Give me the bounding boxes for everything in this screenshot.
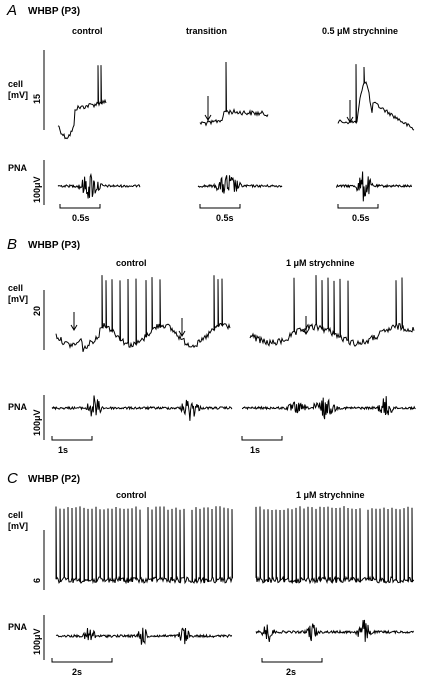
panel-c-letter: C — [7, 470, 18, 487]
panel-a-time-scale-2: 0.5s — [216, 213, 234, 223]
panel-b-title: WHBP (P3) — [28, 240, 81, 251]
panel-a-time-scale-1: 0.5s — [72, 213, 90, 223]
panel-c-time-bar-1 — [51, 658, 113, 663]
panel-b-pna-trace-control — [51, 395, 233, 421]
panel-c-pna-trace-control — [55, 627, 233, 645]
panel-c-pna-trace-strychnine — [255, 619, 414, 642]
panel-b-cell-trace-control — [55, 275, 231, 352]
panel-c-time-scale-2: 2s — [286, 667, 297, 677]
panel-a-cell-trace-strychnine — [337, 64, 415, 131]
panel-b-time-scale-2: 1s — [250, 445, 261, 455]
panel-a-arrow-strychnine — [346, 100, 354, 123]
panel-b-condition-control: control — [116, 258, 147, 268]
panel-b-pna-label: PNA — [8, 402, 28, 412]
panel-a-time-bar-1 — [59, 204, 101, 209]
panel-b-pna-trace-strychnine — [241, 396, 416, 420]
cell-label-line1: cell — [8, 510, 24, 520]
panel-c-time-bar-2 — [261, 658, 323, 663]
panel-c-pna-label: PNA — [8, 622, 28, 632]
panel-b-cell-label: cell [mV] — [8, 283, 28, 305]
panel-a-pna-trace-control — [57, 172, 141, 199]
panel-a-condition-strychnine: 0.5 μM strychnine — [322, 26, 399, 36]
panel-a-time-scale-3: 0.5s — [352, 213, 370, 223]
panel-a-title: WHBP (P3) — [28, 6, 81, 17]
panel-b-time-bar-1 — [51, 436, 93, 441]
panel-a-condition-control: control — [72, 26, 103, 36]
trace-layer — [51, 61, 416, 645]
panel-b-time-bar-2 — [241, 436, 283, 441]
panel-a-time-bar-2 — [199, 204, 241, 209]
cell-label-unit: [mV] — [8, 90, 28, 100]
cell-label-unit: [mV] — [8, 294, 28, 304]
panel-b-arrow-2 — [178, 318, 186, 337]
panel-c-title: WHBP (P2) — [28, 474, 81, 485]
panel-c-cell-label: cell [mV] — [8, 510, 28, 532]
panel-c-cell-trace-control — [55, 506, 233, 585]
panel-a-letter: A — [7, 2, 18, 19]
panel-a-pna-label: PNA — [8, 163, 28, 173]
panel-b-arrow-1 — [70, 312, 78, 331]
panel-b-letter: B — [7, 236, 18, 253]
panel-c-time-scale-1: 2s — [72, 667, 83, 677]
panel-a-cell-trace-transition — [199, 61, 269, 127]
panel-c-condition-control: control — [116, 490, 147, 500]
panel-a-condition-transition: transition — [186, 26, 228, 36]
panel-a-pna-trace-strychnine — [336, 171, 413, 202]
panel-b-time-scale-1: 1s — [58, 445, 69, 455]
panel-c-condition-strychnine: 1 μM strychnine — [296, 490, 365, 500]
panel-b-arrow-3 — [302, 316, 310, 335]
panel-a-cell-label: cell [mV] — [8, 79, 28, 101]
panel-b-cell-trace-strychnine — [249, 275, 415, 347]
panel-a-arrow-transition — [204, 96, 212, 121]
cell-label-line1: cell — [8, 283, 24, 293]
panel-a-pna-trace-transition — [197, 175, 283, 194]
panel-a-cell-trace-control — [57, 65, 107, 140]
cell-label-line1: cell — [8, 79, 24, 89]
panel-c-cell-trace-strychnine — [255, 506, 415, 585]
panel-a-time-bar-3 — [337, 204, 379, 209]
panel-b-condition-strychnine: 1 μM strychnine — [286, 258, 355, 268]
cell-label-unit: [mV] — [8, 521, 28, 531]
